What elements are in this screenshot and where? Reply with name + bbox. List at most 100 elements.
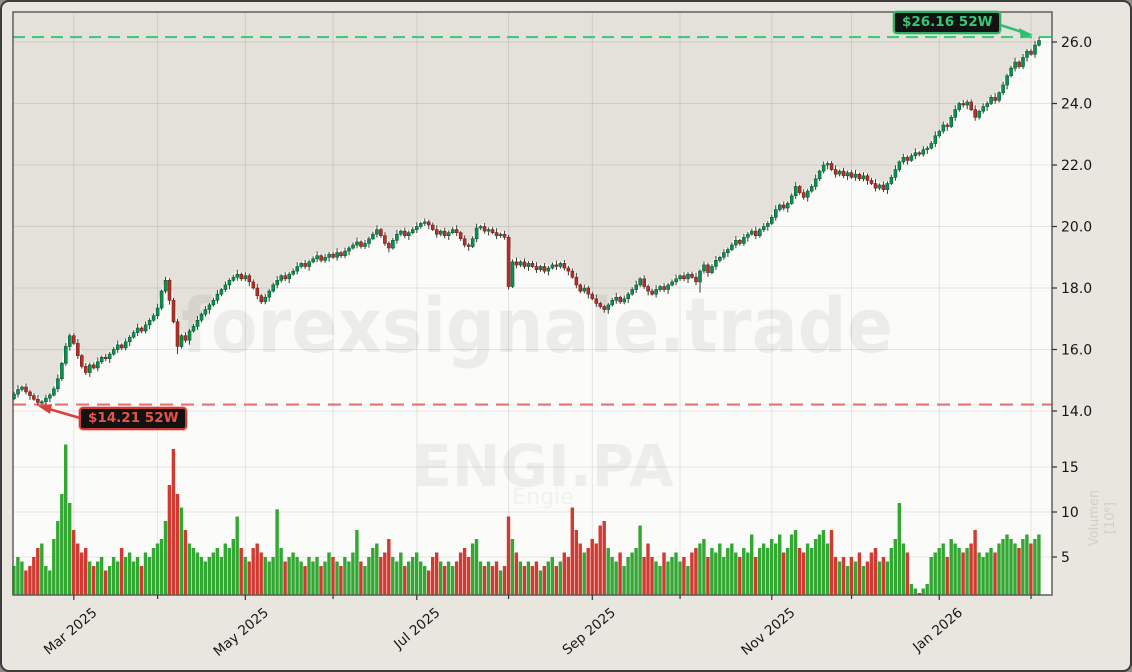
- candle: [953, 109, 958, 118]
- x-tick-label: Nov 2025: [738, 605, 798, 659]
- candle: [877, 184, 882, 189]
- volume-bar: [853, 561, 858, 595]
- volume-bar: [574, 530, 578, 595]
- candle: [989, 97, 993, 104]
- candle: [16, 389, 20, 395]
- volume-bar: [267, 561, 271, 595]
- candle: [251, 281, 256, 289]
- candle: [115, 344, 120, 350]
- volume-bar: [781, 552, 786, 595]
- high-52w-annotation: $26.16 52W: [893, 11, 1002, 34]
- candle: [510, 261, 515, 287]
- volume-bar: [179, 507, 184, 595]
- volume-bar: [335, 561, 339, 595]
- volume-bar: [1017, 548, 1021, 595]
- x-tick-label: Mar 2025: [41, 605, 100, 658]
- candle: [873, 183, 878, 189]
- candlestick-layer: [12, 37, 1041, 406]
- volume-bar: [191, 548, 196, 595]
- volume-bar: [566, 557, 570, 595]
- volume-bar: [714, 552, 718, 595]
- candle: [841, 170, 846, 177]
- volume-bar: [861, 566, 866, 595]
- candle: [36, 398, 40, 403]
- candle: [299, 263, 304, 267]
- volume-bar: [534, 561, 539, 595]
- candle: [678, 275, 682, 280]
- volume-bar: [299, 561, 303, 595]
- candle: [845, 172, 850, 177]
- volume-bar: [115, 561, 120, 595]
- candle: [403, 230, 407, 237]
- volume-bar: [323, 561, 327, 595]
- candle: [742, 237, 746, 244]
- volume-bar: [809, 548, 814, 595]
- candle: [486, 229, 491, 232]
- candle: [259, 295, 264, 303]
- grid-layer: [13, 12, 1052, 595]
- volume-bar: [347, 561, 351, 595]
- low-52w-label: $14.21 52W: [88, 410, 179, 426]
- candle: [203, 309, 208, 315]
- candle: [498, 233, 503, 236]
- candle: [789, 195, 794, 204]
- candle: [897, 161, 902, 170]
- volume-bar: [92, 566, 96, 595]
- candle: [937, 130, 942, 137]
- volume-bar: [383, 552, 387, 595]
- candle: [690, 273, 694, 278]
- candle: [682, 275, 686, 280]
- candle: [191, 326, 196, 332]
- candle: [610, 299, 615, 306]
- candle: [650, 290, 654, 295]
- candle: [107, 353, 112, 360]
- plot-background-layer: [13, 12, 1052, 595]
- volume-bar: [941, 543, 945, 595]
- volume-bar: [578, 543, 582, 595]
- candle: [969, 101, 974, 110]
- volume-bar: [686, 566, 690, 595]
- volume-bar: [439, 561, 443, 595]
- volume-bar: [925, 584, 929, 595]
- volume-bar: [742, 548, 746, 595]
- price-tick-label: 16.0: [1061, 343, 1092, 359]
- candle: [654, 289, 658, 295]
- volume-bar: [215, 548, 219, 595]
- candle: [231, 276, 236, 281]
- candle: [634, 284, 639, 290]
- volume-bar: [754, 557, 758, 595]
- candle: [331, 253, 335, 258]
- volume-bar: [88, 561, 92, 595]
- volume-bar: [183, 530, 188, 595]
- candle: [558, 263, 563, 267]
- candle: [40, 401, 44, 404]
- volume-bar: [542, 566, 546, 595]
- candle: [722, 252, 726, 258]
- volume-bar: [901, 543, 905, 595]
- candle: [666, 284, 670, 290]
- candle: [327, 253, 331, 258]
- volume-bar: [514, 552, 519, 595]
- candle: [590, 293, 595, 300]
- volume-bar: [917, 593, 921, 595]
- candle: [997, 92, 1001, 101]
- candle: [769, 217, 774, 224]
- candle: [119, 344, 124, 349]
- candle: [311, 258, 315, 263]
- candle: [215, 293, 220, 301]
- x-tick-label: May 2025: [211, 605, 272, 660]
- candle: [889, 177, 894, 184]
- volume-bar: [849, 557, 854, 595]
- volume-bar: [770, 539, 774, 595]
- volume-bar: [199, 557, 204, 595]
- volume-bar: [103, 570, 108, 595]
- candle: [514, 261, 519, 266]
- volume-bar: [909, 584, 913, 595]
- price-tick-label: 24.0: [1061, 97, 1092, 113]
- candle: [881, 184, 886, 190]
- volume-bar: [774, 543, 778, 595]
- candle: [917, 152, 922, 155]
- candle: [458, 232, 463, 240]
- volume-bar: [155, 543, 160, 595]
- volume-bar: [746, 552, 750, 595]
